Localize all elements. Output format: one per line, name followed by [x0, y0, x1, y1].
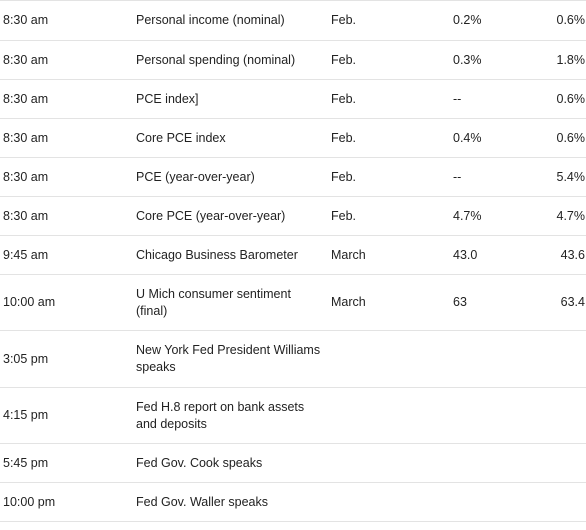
table-row: 8:30 am Core PCE index Feb. 0.4% 0.6% [0, 118, 586, 158]
previous-value: 4.7% [533, 196, 586, 236]
previous-value [533, 387, 586, 444]
report-name: PCE index] [136, 79, 331, 119]
actual-value: 4.7% [453, 196, 533, 236]
release-time: 4:15 pm [0, 387, 136, 444]
table-row: 9:45 am Chicago Business Barometer March… [0, 235, 586, 275]
table-row: 8:30 am Personal spending (nominal) Feb.… [0, 40, 586, 80]
release-time: 8:30 am [0, 196, 136, 236]
table-row: 10:00 pm Fed Gov. Waller speaks [0, 482, 586, 522]
table-row: 4:15 pm Fed H.8 report on bank assets an… [0, 387, 586, 444]
release-time: 9:45 am [0, 235, 136, 275]
previous-value: 0.6% [533, 79, 586, 119]
previous-value: 0.6% [533, 0, 586, 41]
table-row: 5:45 pm Fed Gov. Cook speaks [0, 443, 586, 483]
actual-value: 0.2% [453, 0, 533, 41]
table-row: 8:30 am Personal income (nominal) Feb. 0… [0, 0, 586, 41]
previous-value: 0.6% [533, 118, 586, 158]
previous-value [533, 443, 586, 483]
report-period: Feb. [331, 118, 453, 158]
actual-value: 63 [453, 274, 533, 331]
release-time: 3:05 pm [0, 330, 136, 388]
table-row: 8:30 am PCE (year-over-year) Feb. -- 5.4… [0, 157, 586, 197]
previous-value: 5.4% [533, 157, 586, 197]
actual-value: 0.4% [453, 118, 533, 158]
report-period: Feb. [331, 79, 453, 119]
previous-value: 63.4 [533, 274, 586, 331]
release-time: 10:00 am [0, 274, 136, 331]
report-period [331, 443, 453, 483]
report-period: March [331, 235, 453, 275]
release-time: 8:30 am [0, 118, 136, 158]
actual-value [453, 482, 533, 522]
actual-value [453, 387, 533, 444]
report-name: PCE (year-over-year) [136, 157, 331, 197]
actual-value: -- [453, 157, 533, 197]
previous-value: 43.6 [533, 235, 586, 275]
release-time: 8:30 am [0, 79, 136, 119]
report-period: Feb. [331, 196, 453, 236]
table-row: 8:30 am PCE index] Feb. -- 0.6% [0, 79, 586, 119]
previous-value [533, 482, 586, 522]
report-period: Feb. [331, 157, 453, 197]
actual-value: 43.0 [453, 235, 533, 275]
release-time: 10:00 pm [0, 482, 136, 522]
report-period [331, 482, 453, 522]
release-time: 8:30 am [0, 0, 136, 41]
report-name: Personal income (nominal) [136, 0, 331, 41]
actual-value [453, 330, 533, 388]
report-name: Chicago Business Barometer [136, 235, 331, 275]
release-time: 8:30 am [0, 157, 136, 197]
report-name: New York Fed President Williams speaks [136, 330, 331, 388]
report-name: Core PCE index [136, 118, 331, 158]
release-time: 8:30 am [0, 40, 136, 80]
table-row: 10:00 am U Mich consumer sentiment (fina… [0, 274, 586, 331]
report-period [331, 387, 453, 444]
release-time: 5:45 pm [0, 443, 136, 483]
table-row: 3:05 pm New York Fed President Williams … [0, 330, 586, 388]
report-period [331, 330, 453, 388]
report-name: Personal spending (nominal) [136, 40, 331, 80]
report-name: Fed Gov. Cook speaks [136, 443, 331, 483]
actual-value: -- [453, 79, 533, 119]
report-name: Fed H.8 report on bank assets and deposi… [136, 387, 331, 444]
report-period: Feb. [331, 0, 453, 41]
report-name: U Mich consumer sentiment (final) [136, 274, 331, 331]
actual-value [453, 443, 533, 483]
table-row: 8:30 am Core PCE (year-over-year) Feb. 4… [0, 196, 586, 236]
report-name: Fed Gov. Waller speaks [136, 482, 331, 522]
report-name: Core PCE (year-over-year) [136, 196, 331, 236]
report-period: Feb. [331, 40, 453, 80]
report-period: March [331, 274, 453, 331]
previous-value [533, 330, 586, 388]
previous-value: 1.8% [533, 40, 586, 80]
actual-value: 0.3% [453, 40, 533, 80]
